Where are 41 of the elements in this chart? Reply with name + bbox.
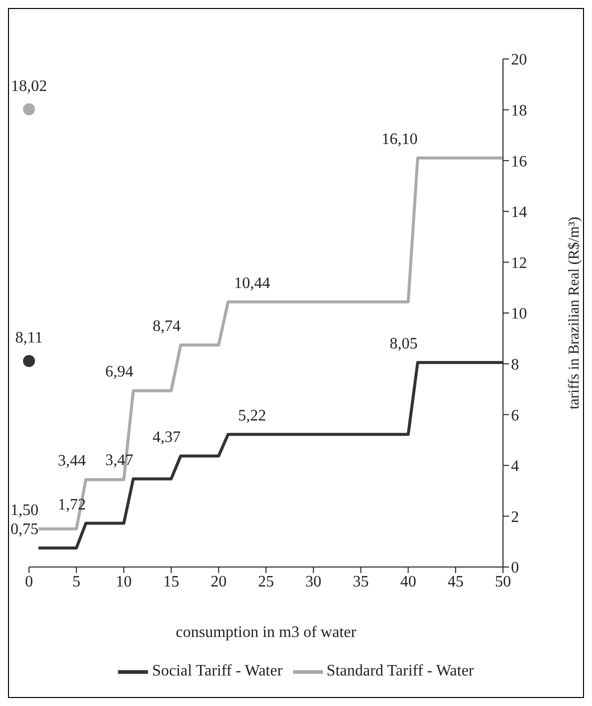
y2-tick-label: 20 <box>511 52 527 69</box>
data-label: 16,10 <box>382 131 418 148</box>
legend-label: Social Tariff - Water <box>152 662 283 680</box>
legend-label: Standard Tariff - Water <box>326 662 474 680</box>
data-label: 4,37 <box>152 429 181 446</box>
x-tick-label: 40 <box>400 573 416 590</box>
data-label: 6,94 <box>105 364 134 381</box>
data-label: 3,44 <box>58 452 86 470</box>
x-tick-label: 25 <box>258 573 274 590</box>
y2-tick-label: 10 <box>511 306 527 323</box>
data-label: 10,44 <box>234 274 270 292</box>
x-tick-label: 35 <box>352 573 369 590</box>
x-tick-label: 50 <box>495 573 511 590</box>
data-label: 1,50 <box>10 502 38 519</box>
x-tick-label: 15 <box>163 573 180 590</box>
data-label: 8,11 <box>15 329 43 346</box>
y2-tick-label: 2 <box>511 508 519 526</box>
x-axis-title: consumption in m3 of water <box>176 624 357 641</box>
data-label: 0,75 <box>10 520 38 538</box>
y2-tick-label: 0 <box>511 560 519 577</box>
data-label: 5,22 <box>238 407 266 424</box>
x-tick-label: 45 <box>448 573 464 590</box>
x-tick-label: 0 <box>25 573 33 590</box>
y2-tick-label: 4 <box>511 458 519 476</box>
data-label: 1,72 <box>58 496 86 514</box>
x-tick-label: 5 <box>72 573 80 590</box>
y2-axis-title: tariffs in Brazilian Real (R$/m³) <box>566 216 582 410</box>
y2-tick-label: 6 <box>511 407 519 424</box>
data-label: 18,02 <box>11 78 47 95</box>
y2-tick-label: 12 <box>511 254 527 272</box>
y2-tick-label: 16 <box>511 153 527 170</box>
line-series <box>36 361 504 550</box>
y2-tick-label: 14 <box>511 204 527 222</box>
data-label: 8,05 <box>390 336 418 353</box>
x-tick-label: 20 <box>210 573 227 590</box>
x-tick-label: 30 <box>305 573 322 590</box>
data-label: 8,74 <box>152 318 181 336</box>
y2-tick-label: 8 <box>511 356 519 374</box>
y2-tick-label: 18 <box>511 102 527 120</box>
x-tick-label: 10 <box>116 573 132 590</box>
data-label: 3,47 <box>105 452 134 469</box>
